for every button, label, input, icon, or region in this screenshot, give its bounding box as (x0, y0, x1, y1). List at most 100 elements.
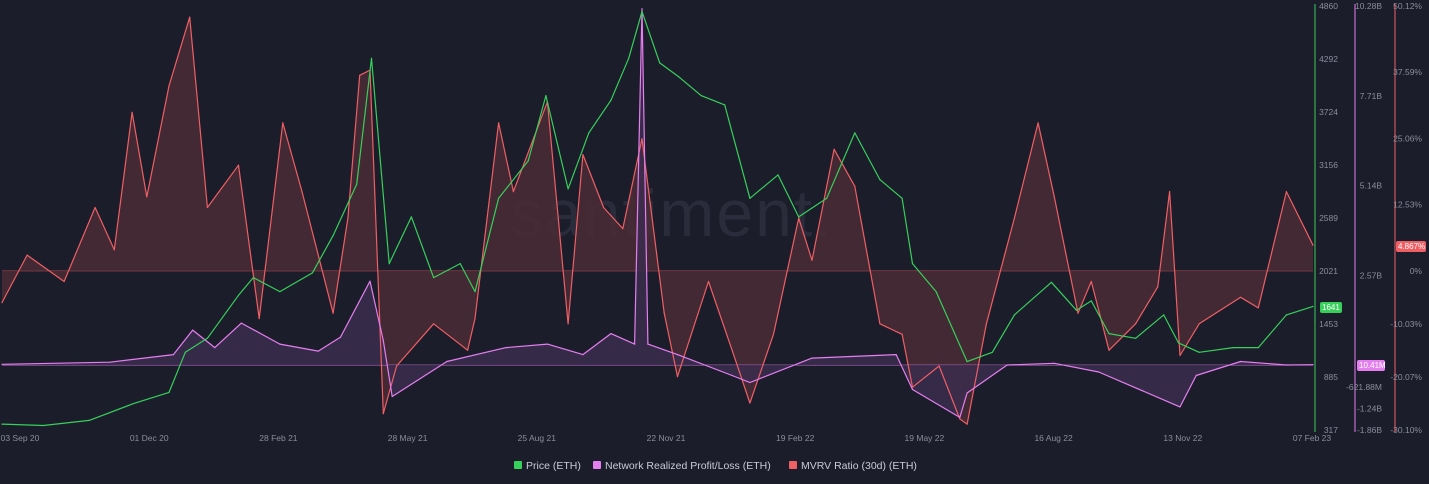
price-point (1075, 309, 1078, 311)
mvrv-point (332, 312, 334, 314)
nrpl-point (676, 354, 679, 356)
price-point (1285, 314, 1287, 316)
nrpl-point (192, 329, 194, 331)
mvrv-point (663, 312, 665, 314)
mvrv-point (301, 191, 303, 193)
mvrv-point (146, 196, 148, 198)
nrpl-axis-tick-label: 2.57B (1360, 270, 1383, 280)
price-point (132, 403, 135, 405)
nrpl-badge-bg (1357, 360, 1385, 371)
price-point (356, 183, 358, 185)
price-point (966, 361, 968, 363)
x-tick-label: 28 May 21 (388, 433, 428, 443)
mvrv-point (1198, 323, 1200, 325)
x-tick-label: 13 Nov 22 (1163, 433, 1202, 443)
price-badge: 1641 (1322, 303, 1340, 312)
nrpl-badge: 10.41M (1359, 361, 1386, 370)
mvrv-point (1240, 296, 1242, 298)
price-axis-tick-label: 4860 (1319, 1, 1338, 11)
mvrv-point (798, 217, 800, 219)
mvrv-point (567, 323, 569, 325)
nrpl-point (391, 395, 393, 398)
price-point (991, 351, 993, 353)
x-tick-label: 07 Feb 23 (1293, 433, 1332, 443)
legend-item-mvrv[interactable]: MVRV Ratio (30d) (ETH) (789, 460, 917, 472)
mvrv-point (1157, 286, 1159, 288)
price-point (749, 197, 751, 199)
mvrv-axis-tick-label: -20.07% (1390, 372, 1422, 382)
mvrv-point (1257, 307, 1259, 309)
mvrv-badge: 4.867% (1398, 242, 1425, 251)
nrpl-point (1, 363, 3, 365)
nrpl-axis-tick-label: -621.88M (1346, 382, 1382, 392)
mvrv-point (959, 418, 961, 420)
mvrv-point (1013, 217, 1016, 219)
mvrv-axis-tick-label: -10.03% (1390, 319, 1422, 329)
mvrv-point (938, 365, 940, 367)
x-tick-label: 19 Feb 22 (776, 433, 815, 443)
mvrv-point (731, 349, 733, 351)
price-point (628, 57, 630, 59)
mvrv-point (433, 323, 435, 325)
x-tick-label: 16 Aug 22 (1034, 433, 1073, 443)
mvrv-point (622, 228, 624, 230)
mvrv-point (396, 365, 398, 367)
price-point (678, 76, 680, 78)
x-tick-label: 01 Dec 20 (130, 433, 169, 443)
mvrv-axis-ticks: 50.12% 37.59% 25.06% 12.53% 0% -10.03% -20.07%… (1390, 1, 1422, 435)
price-point (184, 351, 186, 353)
price-point (610, 99, 612, 101)
price-point (279, 291, 281, 293)
price-point (388, 263, 390, 265)
mvrv-point (467, 349, 469, 351)
mvrv-axis-tick-label: 50.12% (1393, 1, 1422, 11)
price-point (659, 62, 661, 64)
mvrv-point (1108, 349, 1110, 351)
price-point (1, 423, 3, 425)
price-point (935, 291, 937, 293)
mvrv-point (206, 206, 208, 209)
price-point (901, 197, 903, 199)
price-axis-tick-label: 2589 (1319, 213, 1338, 223)
mvrv-point (1169, 191, 1171, 193)
mvrv-axis-tick-label: 12.53% (1393, 200, 1422, 210)
price-axis-tick-label: 317 (1324, 425, 1338, 435)
price-axis-tick-label: 4292 (1319, 54, 1338, 64)
price-point (854, 132, 856, 134)
mvrv-point (168, 85, 170, 87)
mvrv-point (474, 317, 476, 320)
x-tick-label: 03 Sep 20 (1, 433, 40, 443)
price-axis-tick-label: 2021 (1319, 266, 1338, 276)
legend-swatch-mvrv (789, 461, 797, 469)
mvrv-point (901, 333, 903, 335)
nrpl-point (582, 354, 584, 356)
price-axis-tick-label: 3724 (1319, 107, 1338, 117)
axes: 4860 4292 3724 3156 2589 2021 1453 885 317 10.28… (1, 1, 1423, 443)
mvrv-point (1179, 354, 1181, 357)
mvrv-point (359, 74, 361, 76)
x-tick-label: 22 Nov 21 (647, 433, 686, 443)
price-point (42, 424, 45, 427)
price-point (567, 188, 569, 190)
legend-item-nrpl[interactable]: Network Realized Profit/Loss (ETH) (593, 460, 771, 472)
legend-label-nrpl: Network Realized Profit/Loss (ETH) (605, 460, 771, 472)
price-point (1232, 347, 1234, 349)
nrpl-point (1006, 364, 1008, 366)
x-tick-label: 19 May 22 (905, 433, 945, 443)
price-axis-tick-label: 1453 (1319, 319, 1338, 329)
mvrv-point (63, 280, 65, 283)
x-tick-label: 28 Feb 21 (259, 433, 298, 443)
mvrv-point (707, 280, 710, 283)
nrpl-point (811, 357, 813, 359)
mvrv-point (94, 206, 96, 209)
legend-item-price[interactable]: Price (ETH) (514, 460, 581, 472)
watermark: santiment. (510, 176, 834, 250)
price-point (433, 277, 435, 279)
price-point (88, 419, 90, 421)
nrpl-point (749, 381, 751, 384)
mvrv-point (1053, 196, 1055, 198)
mvrv-point (676, 376, 679, 378)
nrpl-point (1053, 362, 1055, 364)
nrpl-point (895, 354, 897, 356)
price-point (1163, 314, 1165, 316)
